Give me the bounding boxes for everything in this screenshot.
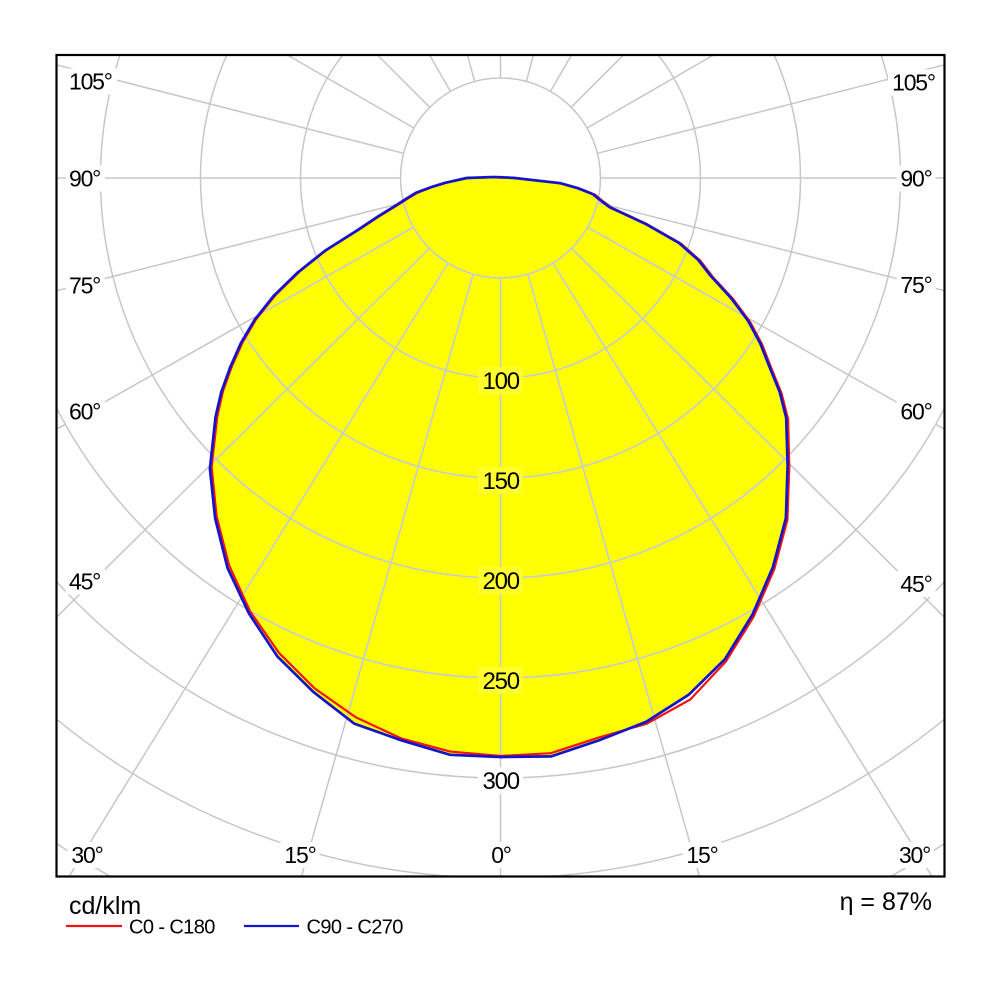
svg-text:75°: 75° <box>900 272 931 298</box>
svg-text:cd/klm: cd/klm <box>69 892 141 920</box>
svg-text:30°: 30° <box>899 842 930 868</box>
svg-text:C0 - C180: C0 - C180 <box>129 917 215 939</box>
svg-text:45°: 45° <box>900 571 931 597</box>
svg-text:C90 - C270: C90 - C270 <box>307 917 404 939</box>
svg-text:60°: 60° <box>900 399 931 425</box>
svg-text:75°: 75° <box>69 273 100 299</box>
svg-text:90°: 90° <box>69 166 100 192</box>
svg-text:300: 300 <box>482 768 519 795</box>
svg-text:15°: 15° <box>686 842 717 868</box>
svg-text:100: 100 <box>482 368 519 395</box>
svg-text:15°: 15° <box>284 842 315 868</box>
svg-text:0°: 0° <box>491 842 511 868</box>
svg-text:60°: 60° <box>69 399 100 425</box>
svg-text:45°: 45° <box>69 569 100 595</box>
svg-text:30°: 30° <box>71 842 102 868</box>
svg-text:250: 250 <box>482 668 519 695</box>
svg-text:η = 87%: η = 87% <box>840 888 932 916</box>
svg-text:150: 150 <box>482 468 519 495</box>
svg-text:105°: 105° <box>892 70 935 96</box>
svg-text:200: 200 <box>482 568 519 595</box>
svg-text:90°: 90° <box>900 166 931 192</box>
svg-text:105°: 105° <box>69 69 112 95</box>
